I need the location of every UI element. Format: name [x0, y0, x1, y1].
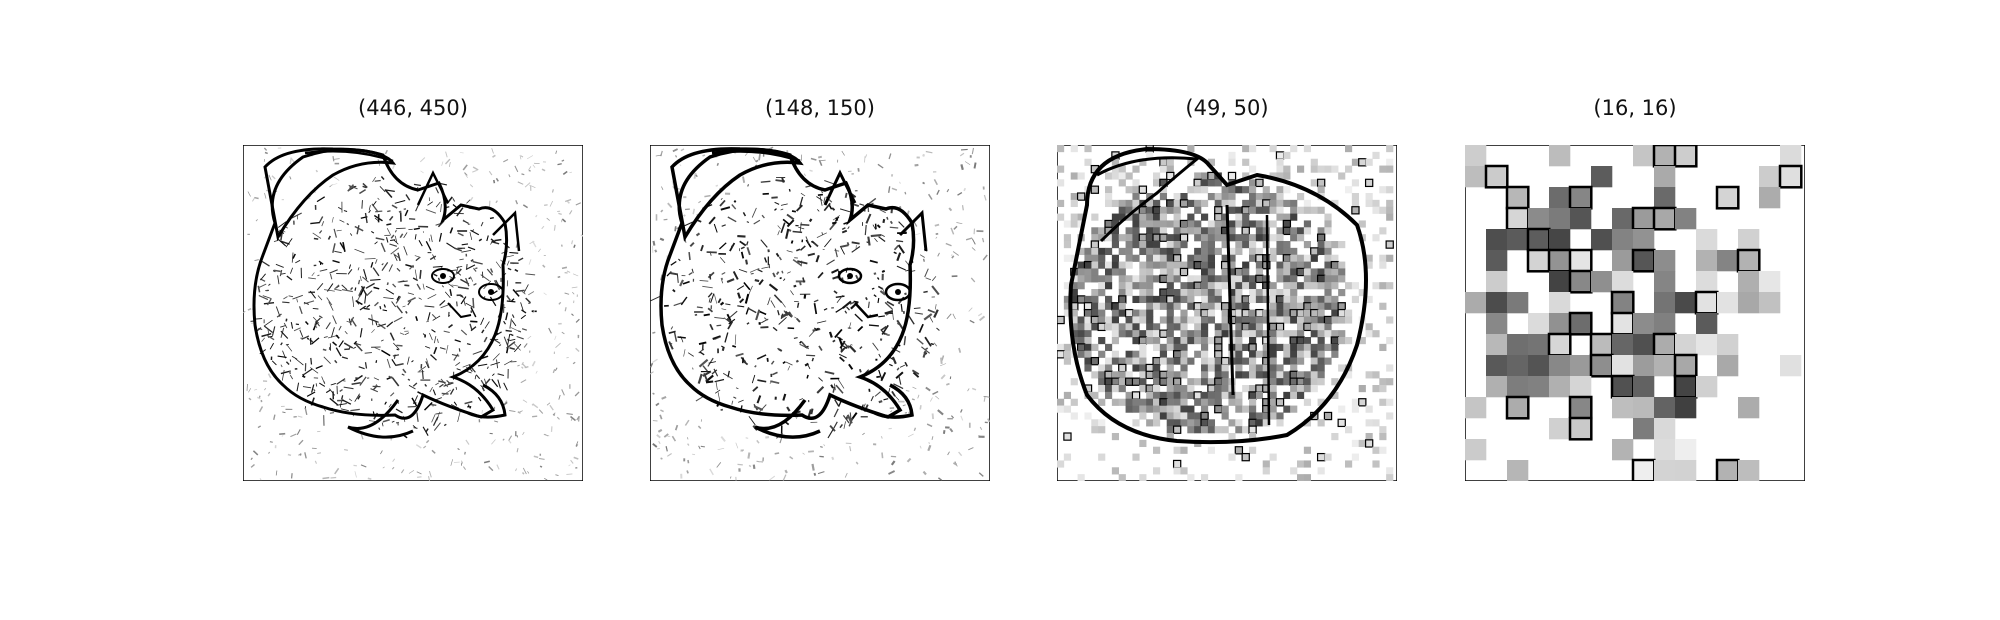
panel-title: (446, 450) [358, 96, 468, 120]
panel-title: (49, 50) [1185, 96, 1269, 120]
panel-4: (16, 16) [1465, 95, 1805, 485]
panel-2: (148, 150) [650, 95, 990, 485]
cat-sketch-image [243, 145, 583, 481]
panel-title: (148, 150) [765, 96, 875, 120]
cat-sketch-image [1465, 145, 1805, 481]
cat-sketch-image [1057, 145, 1397, 481]
panel-1: (446, 450) [243, 95, 583, 485]
cat-sketch-image [650, 145, 990, 481]
panel-title: (16, 16) [1593, 96, 1677, 120]
panel-3: (49, 50) [1057, 95, 1397, 485]
